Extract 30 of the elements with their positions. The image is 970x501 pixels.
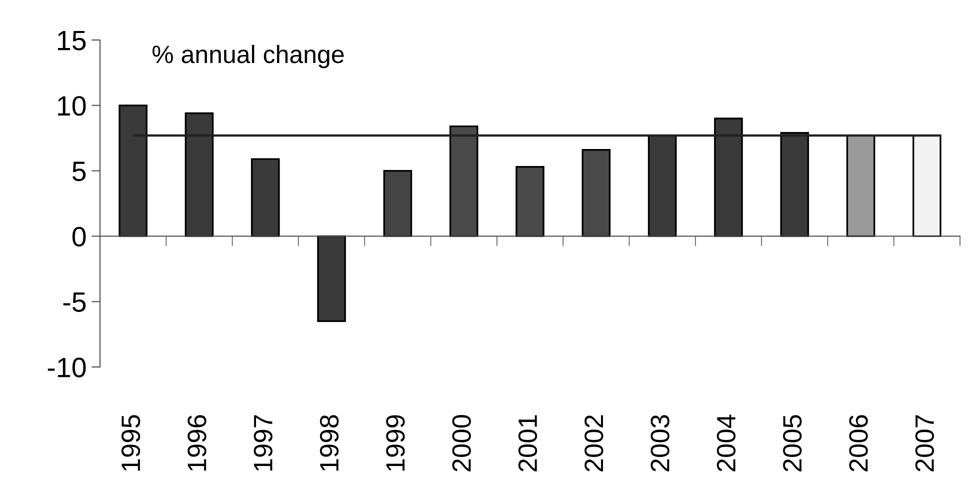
x-tick-label: 2001 <box>518 415 538 472</box>
bar <box>780 132 810 238</box>
x-tick-label: 1997 <box>254 415 272 471</box>
x-tick-label: 1998 <box>320 415 339 471</box>
bar <box>317 235 346 322</box>
bar <box>184 112 214 238</box>
y-tick-label: 15 <box>58 30 86 50</box>
x-tick-label: 1996 <box>188 415 206 471</box>
x-tick-label: 2005 <box>783 415 802 472</box>
bar <box>118 104 148 238</box>
y-tick-label: -10 <box>48 358 86 378</box>
y-tick-label: -5 <box>63 292 86 312</box>
x-tick-label: 1995 <box>121 415 140 471</box>
bar <box>714 118 743 238</box>
bar <box>912 134 942 238</box>
y-tick-label: 10 <box>58 96 86 116</box>
y-tick-label: 0 <box>72 226 86 247</box>
x-tick-label: 2003 <box>650 415 670 472</box>
chart-title: % annual change <box>152 44 344 68</box>
x-tick-label: 2004 <box>716 414 736 472</box>
bar <box>383 170 412 238</box>
y-tick-label: 5 <box>72 162 86 182</box>
x-tick-label: 2002 <box>584 415 604 472</box>
bar <box>846 134 876 238</box>
x-tick-label: 1999 <box>386 415 405 471</box>
x-tick-label: 2006 <box>849 415 868 472</box>
bar <box>250 158 280 238</box>
bar <box>648 134 677 238</box>
x-tick-label: 2007 <box>915 415 934 472</box>
x-tick-label: 2000 <box>452 415 471 472</box>
